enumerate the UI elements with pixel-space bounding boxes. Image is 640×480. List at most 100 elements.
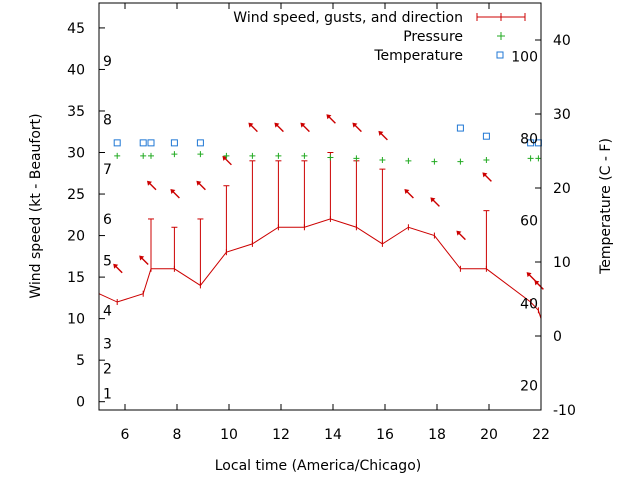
- wind-direction-arrowhead: [430, 197, 436, 203]
- beaufort-label: 2: [103, 361, 112, 377]
- wind-direction-arrowhead: [404, 189, 410, 195]
- legend-label-wind: Wind speed, gusts, and direction: [233, 10, 463, 26]
- pressure-point: [171, 151, 178, 158]
- wind-direction-arrow: [301, 124, 310, 133]
- temperature-point: [527, 139, 535, 147]
- temperature-point: [456, 124, 464, 132]
- wind-direction-arrow: [535, 281, 544, 290]
- y-tick-label-right: 30: [553, 107, 571, 123]
- wind-direction-arrowhead: [147, 180, 152, 186]
- x-tick-label: 18: [428, 427, 446, 443]
- wind-direction-arrowhead: [482, 172, 488, 178]
- fahrenheit-label: 20: [520, 379, 538, 395]
- x-tick-label: 12: [272, 427, 290, 443]
- wind-direction-arrowhead: [300, 122, 306, 128]
- series-layer: [98, 114, 544, 322]
- legend-label-temperature: Temperature: [373, 48, 463, 64]
- y-tick-label-left: 25: [67, 187, 85, 203]
- pressure-point: [379, 156, 386, 163]
- wind-direction-arrow: [249, 124, 258, 133]
- x-tick-label: 10: [220, 427, 238, 443]
- pressure-point: [223, 152, 230, 159]
- temperature-point: [482, 132, 490, 140]
- pressure-point: [275, 152, 282, 159]
- pressure-point: [140, 152, 147, 159]
- wind-direction-arrow: [431, 198, 440, 207]
- wind-direction-arrow: [483, 173, 492, 182]
- pressure-point: [431, 158, 438, 165]
- temperature-point: [147, 139, 155, 147]
- pressure-point: [483, 156, 490, 163]
- beaufort-label: 4: [103, 303, 112, 319]
- wind-direction-arrowhead: [378, 130, 384, 136]
- axis-ticks: [99, 3, 542, 411]
- wind-direction-arrow: [405, 190, 414, 199]
- wind-direction-arrow: [275, 124, 284, 133]
- wind-direction-arrowhead: [326, 114, 332, 120]
- wind-direction-arrowhead: [534, 280, 540, 286]
- wind-direction-arrow: [140, 256, 149, 265]
- wind-direction-arrow: [327, 115, 336, 124]
- x-tick-label: 16: [376, 427, 394, 443]
- wind-direction-arrowhead: [170, 189, 176, 195]
- y-tick-label-right: 40: [553, 33, 571, 49]
- wind-speed-line: [98, 218, 542, 319]
- pressure-point: [114, 152, 121, 159]
- wind-direction-arrowhead: [526, 272, 532, 278]
- wind-direction-arrow: [197, 182, 206, 191]
- legend: Wind speed, gusts, and direction Pressur…: [233, 10, 526, 64]
- beaufort-label: 8: [103, 112, 112, 128]
- pressure-point: [405, 157, 412, 164]
- wind-direction-arrowhead: [248, 122, 254, 128]
- beaufort-label: 9: [103, 54, 112, 70]
- wind-direction-arrow: [114, 265, 123, 274]
- y-axis-label-left: Wind speed (kt - Beaufort): [28, 113, 44, 298]
- y-tick-label-right: 0: [553, 329, 562, 345]
- fahrenheit-label: 60: [520, 214, 538, 230]
- beaufort-label: 7: [103, 162, 112, 178]
- x-tick-label: 14: [324, 427, 342, 443]
- pressure-point: [527, 155, 534, 162]
- pressure-point: [327, 154, 334, 161]
- temperature-point: [139, 139, 147, 147]
- y-tick-label-left: 10: [67, 312, 85, 328]
- y-axis-label-right: Temperature (C - F): [598, 138, 614, 275]
- wind-direction-arrowhead: [456, 230, 462, 236]
- fahrenheit-label: 40: [520, 296, 538, 312]
- y-tick-label-right: 10: [553, 255, 571, 271]
- legend-label-pressure: Pressure: [403, 29, 463, 45]
- plot-frame: [98, 2, 542, 411]
- temperature-point: [113, 139, 121, 147]
- y-tick-label-left: 15: [67, 270, 85, 286]
- wind-direction-arrow: [353, 124, 362, 133]
- beaufort-label: 1: [103, 386, 112, 402]
- temperature-point: [196, 139, 204, 147]
- wind-direction-arrow: [457, 232, 466, 241]
- x-tick-label: 20: [480, 427, 498, 443]
- y-tick-label-left: 5: [76, 353, 85, 369]
- legend-swatch-wind: [476, 13, 526, 21]
- y-tick-label-left: 35: [67, 104, 85, 120]
- y-tick-label-right: -10: [553, 403, 576, 419]
- pressure-point: [301, 152, 308, 159]
- pressure-point: [249, 152, 256, 159]
- wind-direction-arrow: [379, 132, 388, 141]
- wind-direction-arrow: [223, 157, 232, 166]
- y-tick-label-left: 45: [67, 21, 85, 37]
- x-tick-label: 6: [121, 427, 130, 443]
- y-tick-label-left: 40: [67, 62, 85, 78]
- y-tick-label-left: 30: [67, 146, 85, 162]
- wind-direction-arrow: [528, 273, 537, 282]
- x-tick-label: 22: [532, 427, 550, 443]
- wind-direction-arrowhead: [352, 122, 358, 128]
- legend-swatch-pressure: [497, 32, 505, 40]
- fahrenheit-label: 80: [520, 131, 538, 147]
- wind-direction-arrowhead: [196, 180, 202, 186]
- wind-direction-arrowhead: [113, 263, 119, 269]
- y-tick-label-right: 20: [553, 181, 571, 197]
- x-tick-label: 8: [173, 427, 182, 443]
- pressure-point: [148, 152, 154, 159]
- wind-direction-arrowhead: [139, 255, 145, 261]
- pressure-point: [197, 151, 204, 158]
